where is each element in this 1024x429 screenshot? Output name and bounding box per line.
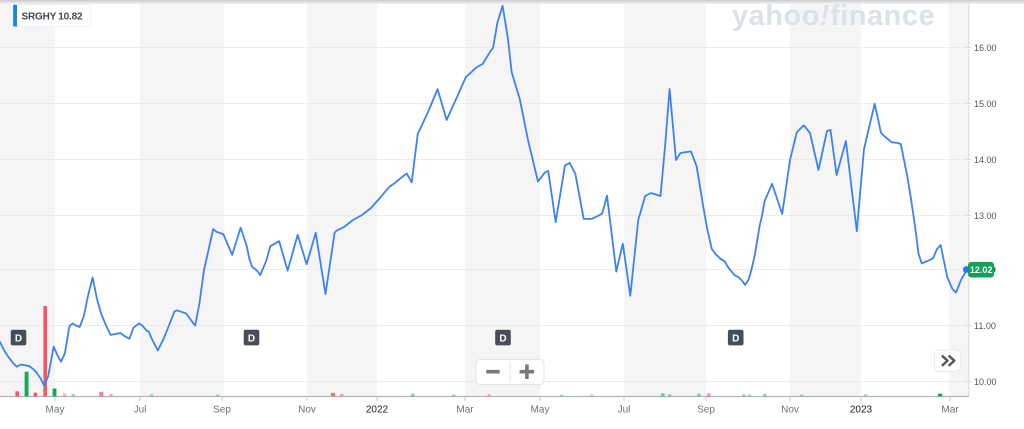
- svg-text:Mar: Mar: [941, 405, 959, 416]
- svg-text:yahoo!finance: yahoo!finance: [732, 0, 935, 32]
- svg-text:Jul: Jul: [134, 405, 147, 416]
- svg-text:Sep: Sep: [697, 405, 715, 416]
- svg-text:2023: 2023: [850, 405, 873, 416]
- svg-text:Sep: Sep: [213, 405, 231, 416]
- svg-text:May: May: [46, 405, 65, 416]
- svg-text:Jul: Jul: [618, 405, 631, 416]
- svg-text:D: D: [732, 334, 739, 345]
- svg-text:11.00: 11.00: [974, 321, 996, 331]
- svg-text:14.00: 14.00: [974, 155, 997, 165]
- svg-text:16.00: 16.00: [974, 43, 997, 53]
- svg-text:10.00: 10.00: [974, 377, 997, 387]
- svg-text:D: D: [499, 334, 506, 345]
- svg-text:D: D: [248, 334, 255, 345]
- svg-text:12.02: 12.02: [970, 265, 993, 275]
- svg-text:Nov: Nov: [781, 405, 799, 416]
- svg-text:13.00: 13.00: [974, 211, 997, 221]
- svg-text:D: D: [15, 334, 22, 345]
- svg-text:May: May: [531, 405, 550, 416]
- svg-text:10.82: 10.82: [58, 12, 83, 23]
- svg-text:Mar: Mar: [456, 405, 474, 416]
- svg-text:15.00: 15.00: [974, 99, 997, 109]
- svg-text:Nov: Nov: [298, 405, 316, 416]
- svg-text:SRGHY: SRGHY: [22, 12, 57, 23]
- svg-text:2022: 2022: [366, 405, 389, 416]
